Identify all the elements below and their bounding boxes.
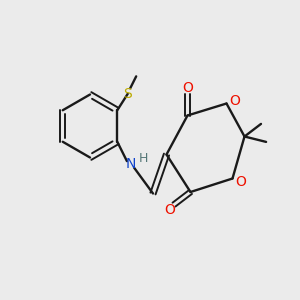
Text: O: O: [182, 82, 193, 95]
Text: O: O: [230, 94, 240, 107]
Text: H: H: [138, 152, 148, 165]
Text: N: N: [125, 157, 136, 170]
Text: O: O: [164, 203, 175, 217]
Text: O: O: [236, 175, 246, 188]
Text: S: S: [123, 87, 132, 101]
